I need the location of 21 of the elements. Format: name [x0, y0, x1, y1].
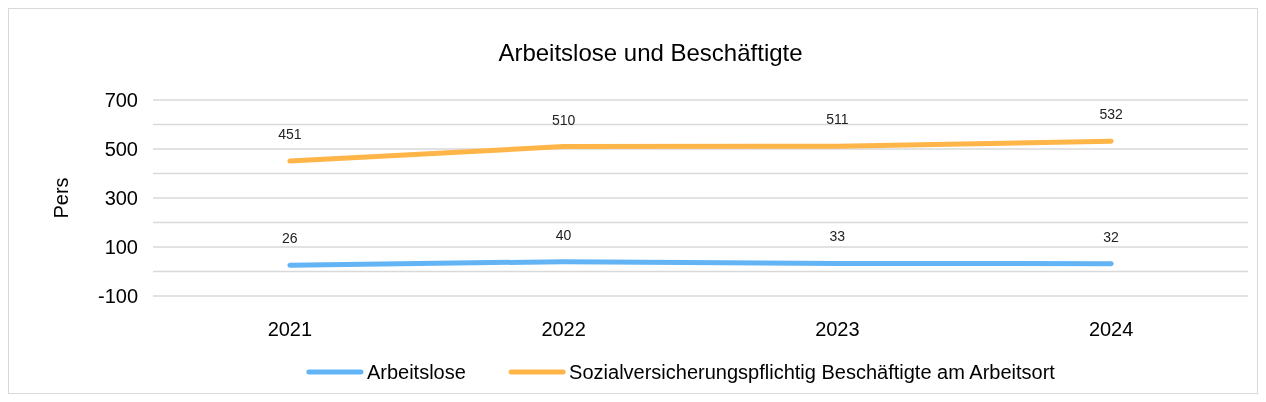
- data-label: 511: [826, 111, 849, 128]
- y-tick-label: -100: [97, 285, 138, 307]
- legend-label: Arbeitslose: [366, 361, 466, 383]
- data-label: 532: [1099, 106, 1124, 123]
- data-label: 32: [1103, 228, 1120, 245]
- chart-title: Arbeitslose und Beschäftigte: [498, 39, 803, 66]
- data-label: 40: [555, 226, 572, 243]
- y-tick-label: 300: [104, 187, 138, 209]
- data-label: 26: [282, 230, 298, 247]
- data-label: 510: [551, 111, 576, 128]
- x-tick-label: 2022: [541, 318, 586, 340]
- y-tick-label: 100: [104, 236, 138, 258]
- x-tick-label: 2021: [267, 318, 313, 340]
- data-label: 33: [829, 228, 846, 245]
- legend-label: Sozialversicherungspflichtig Beschäftigte am Arbeitsort: [569, 361, 1056, 383]
- data-label: 451: [278, 126, 302, 143]
- y-axis-title: Pers: [50, 177, 72, 219]
- y-tick-label: 700: [104, 89, 138, 111]
- y-tick-label: 500: [104, 138, 138, 160]
- x-tick-label: 2023: [815, 318, 860, 340]
- x-tick-label: 2024: [1088, 318, 1134, 340]
